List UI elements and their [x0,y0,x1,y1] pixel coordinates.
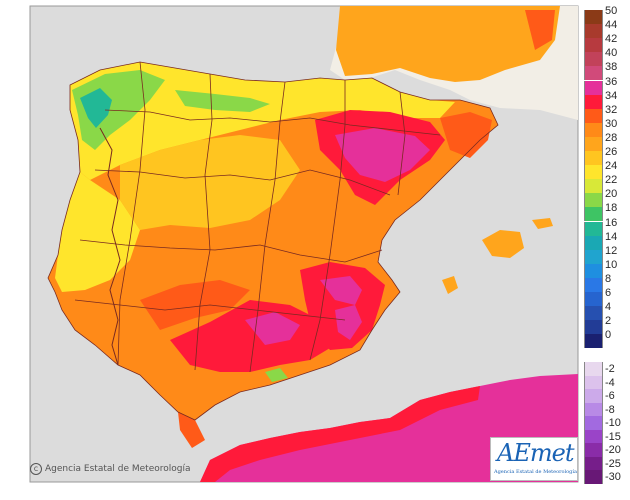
legend-swatch-34 [584,94,603,109]
legend-swatch-22 [584,179,603,194]
legend-label-36: 36 [605,75,618,88]
legend-label-32: 32 [605,103,618,116]
legend-label-18: 18 [605,202,618,215]
legend-swatch--20 [584,443,603,457]
legend-swatch-12 [584,249,603,264]
north-africa-hot [200,386,480,482]
andalusia-hot [140,280,250,330]
sierra-nevada-cool [265,368,288,382]
legend-label-0: 0 [605,329,612,342]
legend-label-38: 38 [605,61,618,74]
legend-swatch-14 [584,235,603,250]
legend-swatch--6 [584,389,603,403]
legend-label-30: 30 [605,117,618,130]
legend-swatch-38 [584,66,603,81]
legend-label--4: -4 [605,376,615,389]
legend-swatch-18 [584,207,603,222]
legend-swatch-36 [584,80,603,95]
legend-swatch-50 [584,10,603,25]
galicia-teal [80,88,112,128]
legend-label-44: 44 [605,19,618,32]
legend-swatch-24 [584,165,603,180]
legend-swatch-32 [584,108,603,123]
legend-label--10: -10 [605,417,621,429]
legend-swatch-8 [584,277,603,292]
aemet-logo: AEmet Agencia Estatal de Meteorología [490,437,578,481]
legend-label-16: 16 [605,216,618,229]
legend-swatch-4 [584,306,603,321]
andalusia-very-hot [170,300,335,372]
france-hot-patch [525,10,555,50]
ebro-extreme [335,128,430,182]
legend-swatch-26 [584,151,603,166]
legend-label-26: 26 [605,146,618,158]
portugal-border [99,127,121,366]
legend-label--2: -2 [605,363,615,375]
legend-swatch-42 [584,38,603,53]
legend-label-42: 42 [605,33,618,46]
legend-label--30: -30 [605,471,621,483]
legend-label-22: 22 [605,174,618,187]
legend-swatch-0 [584,334,603,349]
legend-label-24: 24 [605,160,618,173]
legend-label--20: -20 [605,444,621,456]
legend-label-50: 50 [605,5,618,17]
legend-label-40: 40 [605,47,618,60]
gibraltar-hot [178,412,205,448]
legend-swatch-30 [584,122,603,137]
murcia-extreme [335,305,362,340]
legend-swatch--2 [584,362,603,376]
legend-label-6: 6 [605,287,612,299]
legend-swatch-10 [584,263,603,278]
cantabria-green [175,90,270,112]
menorca [532,218,553,229]
legend-swatch-44 [584,24,603,39]
province-borders [47,61,499,421]
legend-label-4: 4 [605,301,612,314]
legend-swatch--30 [584,470,603,484]
legend-label-10: 10 [605,258,618,271]
legend-swatch--25 [584,456,603,470]
legend-swatch--15 [584,429,603,443]
legend-label-34: 34 [605,89,618,102]
legend-label-20: 20 [605,188,618,201]
catalonia-hot [440,112,492,158]
logo-subtitle: Agencia Estatal de Meteorología [494,469,577,475]
legend-swatch--8 [584,402,603,416]
ibiza [442,276,458,294]
legend-swatch--10 [584,416,603,430]
west-coast-yellow [55,172,140,292]
andalusia-extreme [245,312,300,345]
legend-label-8: 8 [605,272,612,285]
legend-label--8: -8 [605,403,615,416]
central-west-mild [120,135,300,230]
mallorca [482,230,524,258]
legend-swatch--4 [584,375,603,389]
credit-text: Agencia Estatal de Meteorología [45,464,191,474]
legend-label-28: 28 [605,131,618,144]
legend-swatch-16 [584,221,603,236]
legend-label-2: 2 [605,315,612,328]
legend-swatch-40 [584,52,603,67]
agency-credit: c Agencia Estatal de Meteorología [30,463,191,475]
legend-label--6: -6 [605,390,615,402]
southeast-extreme [320,276,362,305]
galicia-green [72,70,165,150]
france-south-warm [336,6,560,82]
legend-swatch-2 [584,320,603,335]
legend-label-14: 14 [605,230,618,243]
logo-name: AEmet [497,439,574,467]
legend-label--15: -15 [605,430,621,443]
legend-swatch-28 [584,136,603,151]
temperature-legend: 50 44 42 40 38 36 34 32 30 28 26 24 22 20 18 16 14 12 10 8 6… [584,5,630,490]
legend-swatch-6 [584,292,603,307]
copyright-icon: c [30,463,42,475]
legend-swatch-20 [584,193,603,208]
legend-label--25: -25 [605,457,621,470]
legend-label-12: 12 [605,244,618,257]
